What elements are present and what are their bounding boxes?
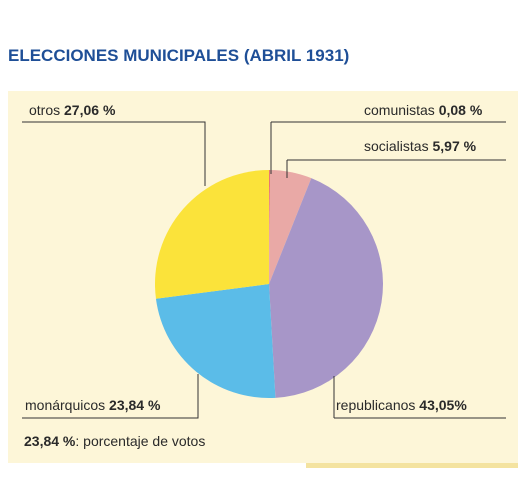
- chart-title: ELECCIONES MUNICIPALES (ABRIL 1931): [8, 46, 350, 65]
- label-monarquicos: monárquicos 23,84 %: [25, 397, 161, 413]
- label-comunistas: comunistas 0,08 %: [364, 102, 483, 118]
- pie-slice-otros: [154, 170, 269, 299]
- pie-slice-monarquicos: [155, 284, 276, 399]
- label-republicanos: republicanos 43,05%: [336, 397, 467, 413]
- leader-line: [22, 374, 199, 419]
- pie-slice-republicanos: [269, 178, 384, 398]
- legend-note: 23,84 %: porcentaje de votos: [24, 433, 206, 449]
- leader-line: [22, 121, 206, 186]
- label-socialistas: socialistas 5,97 %: [364, 138, 477, 154]
- pie-slice-socialistas: [269, 170, 312, 284]
- label-otros: otros 27,06 %: [29, 102, 116, 118]
- panel-decoration: [306, 463, 518, 468]
- pie-slice-comunistas: [269, 169, 270, 284]
